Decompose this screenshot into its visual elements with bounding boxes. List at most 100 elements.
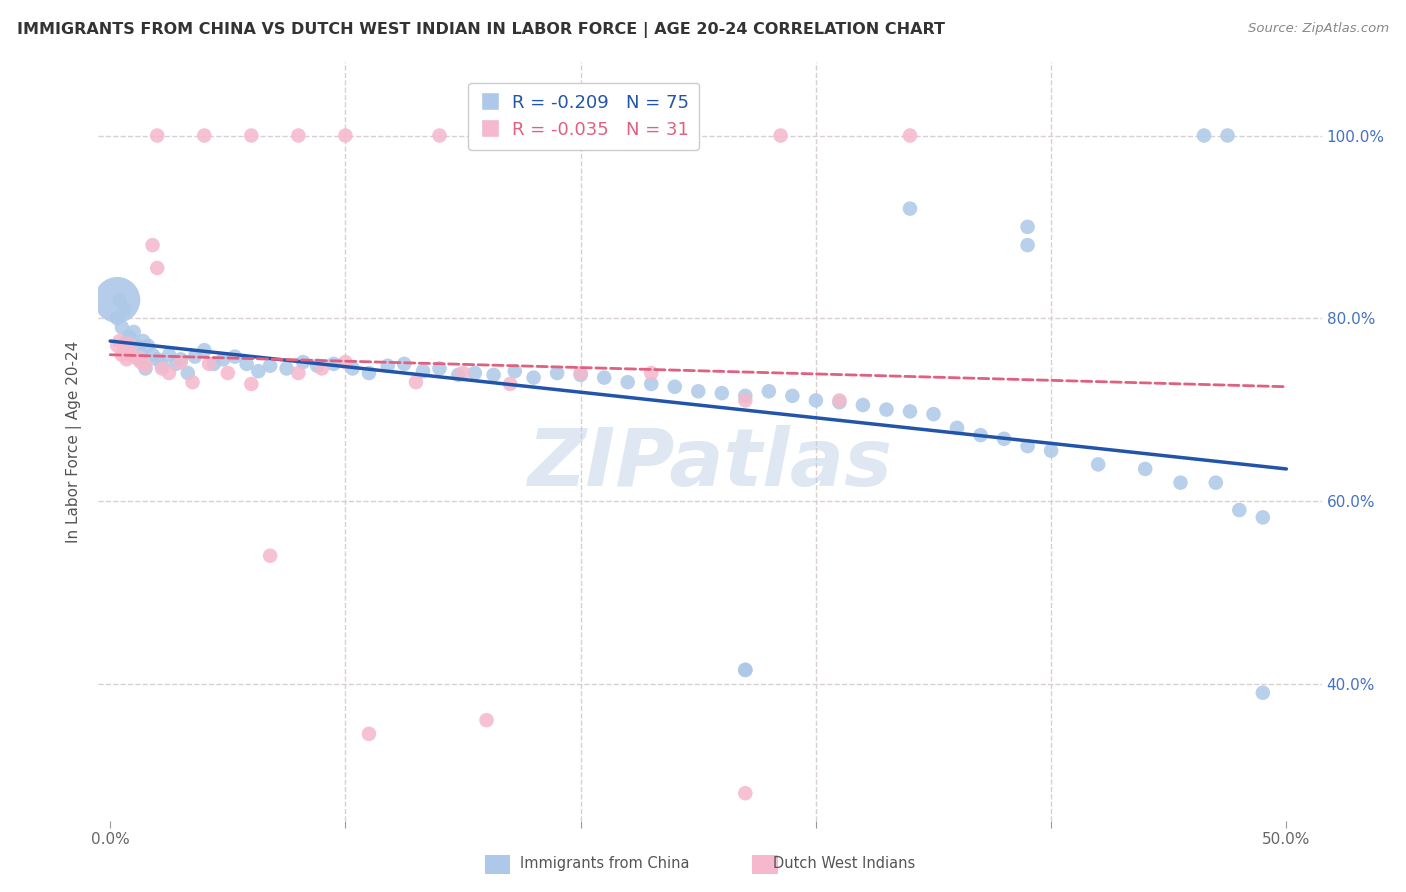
Point [523, 370, 546, 384]
Point [357, 366, 380, 380]
Point [734, 393, 756, 408]
Point [146, 352, 169, 367]
Point [122, 325, 145, 339]
Y-axis label: In Labor Force | Age 20-24: In Labor Force | Age 20-24 [66, 341, 83, 542]
Point [969, 428, 991, 442]
Point [287, 366, 309, 380]
Point [1135, 462, 1157, 476]
Point [177, 366, 200, 380]
Point [993, 432, 1015, 446]
Point [136, 338, 159, 352]
Point [146, 260, 169, 275]
Point [342, 361, 364, 376]
Point [202, 357, 225, 371]
Point [946, 421, 969, 435]
Point [165, 357, 187, 371]
Point [429, 128, 451, 143]
Point [546, 366, 568, 380]
Point [628, 128, 651, 143]
Point [193, 128, 215, 143]
Point [224, 350, 246, 364]
Point [1227, 503, 1250, 517]
Point [828, 393, 851, 408]
Point [141, 238, 163, 252]
Point [482, 368, 505, 382]
Point [125, 350, 148, 364]
Point [898, 128, 921, 143]
Point [240, 128, 263, 143]
Point [734, 663, 756, 677]
Point [127, 352, 149, 367]
Point [1017, 219, 1039, 234]
Point [875, 402, 897, 417]
Point [129, 355, 152, 369]
Point [212, 352, 235, 367]
Point [111, 348, 134, 362]
Point [150, 361, 173, 376]
Point [499, 376, 522, 391]
Point [782, 389, 804, 403]
Text: IMMIGRANTS FROM CHINA VS DUTCH WEST INDIAN IN LABOR FORCE | AGE 20-24 CORRELATIO: IMMIGRANTS FROM CHINA VS DUTCH WEST INDI… [17, 22, 945, 38]
Point [115, 352, 138, 367]
Text: Dutch West Indians: Dutch West Indians [773, 856, 915, 871]
Point [307, 359, 329, 373]
Point [734, 389, 756, 403]
Text: ZIPatlas: ZIPatlas [527, 425, 893, 503]
Point [710, 386, 733, 401]
Point [451, 366, 474, 380]
Point [447, 368, 470, 382]
Point [146, 128, 169, 143]
Point [569, 368, 592, 382]
Point [616, 375, 638, 389]
Point [111, 320, 134, 334]
Point [276, 361, 298, 376]
Point [141, 348, 163, 362]
Point [1017, 439, 1039, 453]
Point [115, 334, 138, 348]
Point [240, 376, 263, 391]
Point [150, 359, 173, 373]
Point [235, 357, 257, 371]
Point [112, 302, 135, 317]
Point [105, 338, 128, 352]
Point [898, 202, 921, 216]
Point [1251, 510, 1274, 524]
Point [118, 336, 141, 351]
Point [1040, 443, 1063, 458]
Point [129, 348, 152, 362]
Point [804, 393, 827, 408]
Point [734, 663, 756, 677]
Point [184, 350, 207, 364]
Point [322, 357, 344, 371]
Point [112, 341, 135, 355]
Point [217, 366, 239, 380]
Point [120, 348, 142, 362]
Point [1205, 475, 1227, 490]
Point [311, 361, 333, 376]
Point [640, 376, 662, 391]
Point [510, 128, 533, 143]
Point [108, 334, 131, 348]
Point [157, 348, 180, 362]
Point [758, 384, 780, 399]
Point [134, 361, 156, 376]
Point [105, 293, 128, 307]
Point [193, 343, 215, 358]
Point [132, 334, 155, 348]
Point [1251, 686, 1274, 700]
Text: Source: ZipAtlas.com: Source: ZipAtlas.com [1249, 22, 1389, 36]
Point [593, 370, 616, 384]
Text: Immigrants from China: Immigrants from China [520, 856, 690, 871]
Point [357, 727, 380, 741]
Point [688, 384, 710, 399]
Point [170, 355, 193, 369]
Point [377, 359, 399, 373]
Point [569, 366, 592, 380]
Point [1192, 128, 1215, 143]
Point [640, 366, 662, 380]
Point [125, 338, 148, 352]
Point [734, 786, 756, 800]
Point [412, 364, 434, 378]
Point [157, 366, 180, 380]
Point [170, 352, 193, 367]
